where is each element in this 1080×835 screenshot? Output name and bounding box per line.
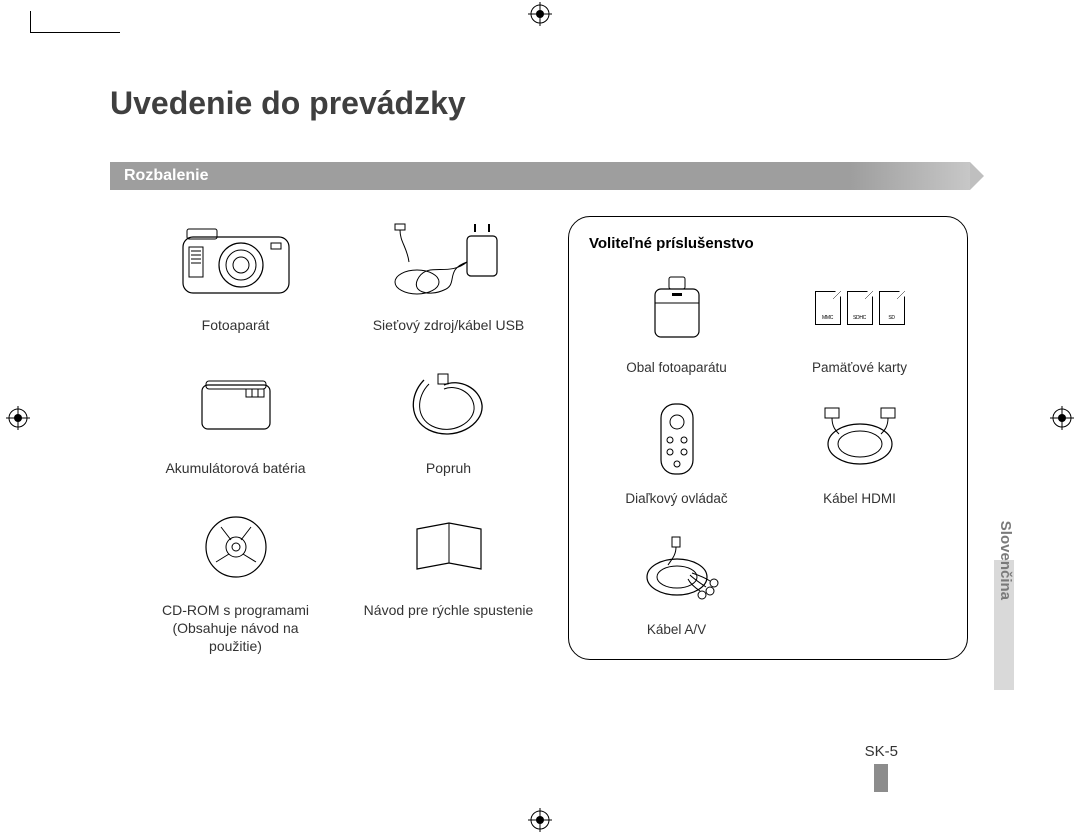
item-label: Sieťový zdroj/kábel USB: [347, 316, 550, 334]
item-label: Akumulátorová batéria: [134, 459, 337, 477]
optional-title: Voliteľné príslušenstvo: [589, 235, 947, 252]
registration-mark-icon: [530, 4, 550, 24]
strap-icon: [347, 359, 550, 451]
crop-mark-icon: [30, 32, 120, 54]
optional-grid: Obal fotoaparátu MMC SDHC SD Pamäťové ka…: [589, 266, 947, 637]
opt-av: Kábel A/V: [589, 528, 764, 637]
item-battery: Akumulátorová batéria: [134, 359, 337, 482]
remote-icon: [589, 397, 764, 481]
included-items: Fotoaparát Sieťový: [110, 216, 550, 660]
content-area: Uvedenie do prevádzky Rozbalenie: [110, 85, 990, 660]
hdmi-cable-icon: [772, 397, 947, 481]
item-cdrom: CD-ROM s programami (Obsahuje návod na p…: [134, 501, 337, 660]
sdcards-icon: MMC SDHC SD: [772, 266, 947, 350]
item-strap: Popruh: [347, 359, 550, 482]
section-header: Rozbalenie: [110, 162, 970, 190]
manual-icon: [347, 501, 550, 593]
registration-mark-icon: [530, 810, 550, 830]
item-label: Popruh: [347, 459, 550, 477]
page-bar-icon: [874, 764, 888, 792]
opt-cards: MMC SDHC SD Pamäťové karty: [772, 266, 947, 375]
registration-mark-icon: [1052, 408, 1072, 428]
item-label: Návod pre rýchle spustenie: [347, 601, 550, 619]
page: Uvedenie do prevádzky Rozbalenie: [0, 0, 1080, 834]
item-manual: Návod pre rýchle spustenie: [347, 501, 550, 660]
optional-accessories-box: Voliteľné príslušenstvo Obal fotoaparátu: [568, 216, 968, 660]
opt-remote: Diaľkový ovládač: [589, 397, 764, 506]
opt-label: Pamäťové karty: [772, 360, 947, 375]
item-label: CD-ROM s programami (Obsahuje návod na p…: [134, 601, 337, 656]
opt-label: Diaľkový ovládač: [589, 491, 764, 506]
battery-icon: [134, 359, 337, 451]
columns: Fotoaparát Sieťový: [110, 216, 990, 660]
adapter-icon: [347, 216, 550, 308]
opt-case: Obal fotoaparátu: [589, 266, 764, 375]
section-label: Rozbalenie: [124, 167, 208, 185]
av-cable-icon: [589, 528, 764, 612]
opt-hdmi: Kábel HDMI: [772, 397, 947, 506]
item-adapter: Sieťový zdroj/kábel USB: [347, 216, 550, 339]
opt-label: Kábel A/V: [589, 622, 764, 637]
cd-icon: [134, 501, 337, 593]
page-number-block: SK-5: [865, 743, 898, 792]
language-label: Slovenčina: [997, 521, 1014, 600]
opt-label: Obal fotoaparátu: [589, 360, 764, 375]
case-icon: [589, 266, 764, 350]
registration-mark-icon: [8, 408, 28, 428]
item-label: Fotoaparát: [134, 316, 337, 334]
item-camera: Fotoaparát: [134, 216, 337, 339]
opt-label: Kábel HDMI: [772, 491, 947, 506]
page-title: Uvedenie do prevádzky: [110, 85, 990, 122]
camera-icon: [134, 216, 337, 308]
opt-empty: [772, 528, 947, 637]
page-number: SK-5: [865, 743, 898, 760]
